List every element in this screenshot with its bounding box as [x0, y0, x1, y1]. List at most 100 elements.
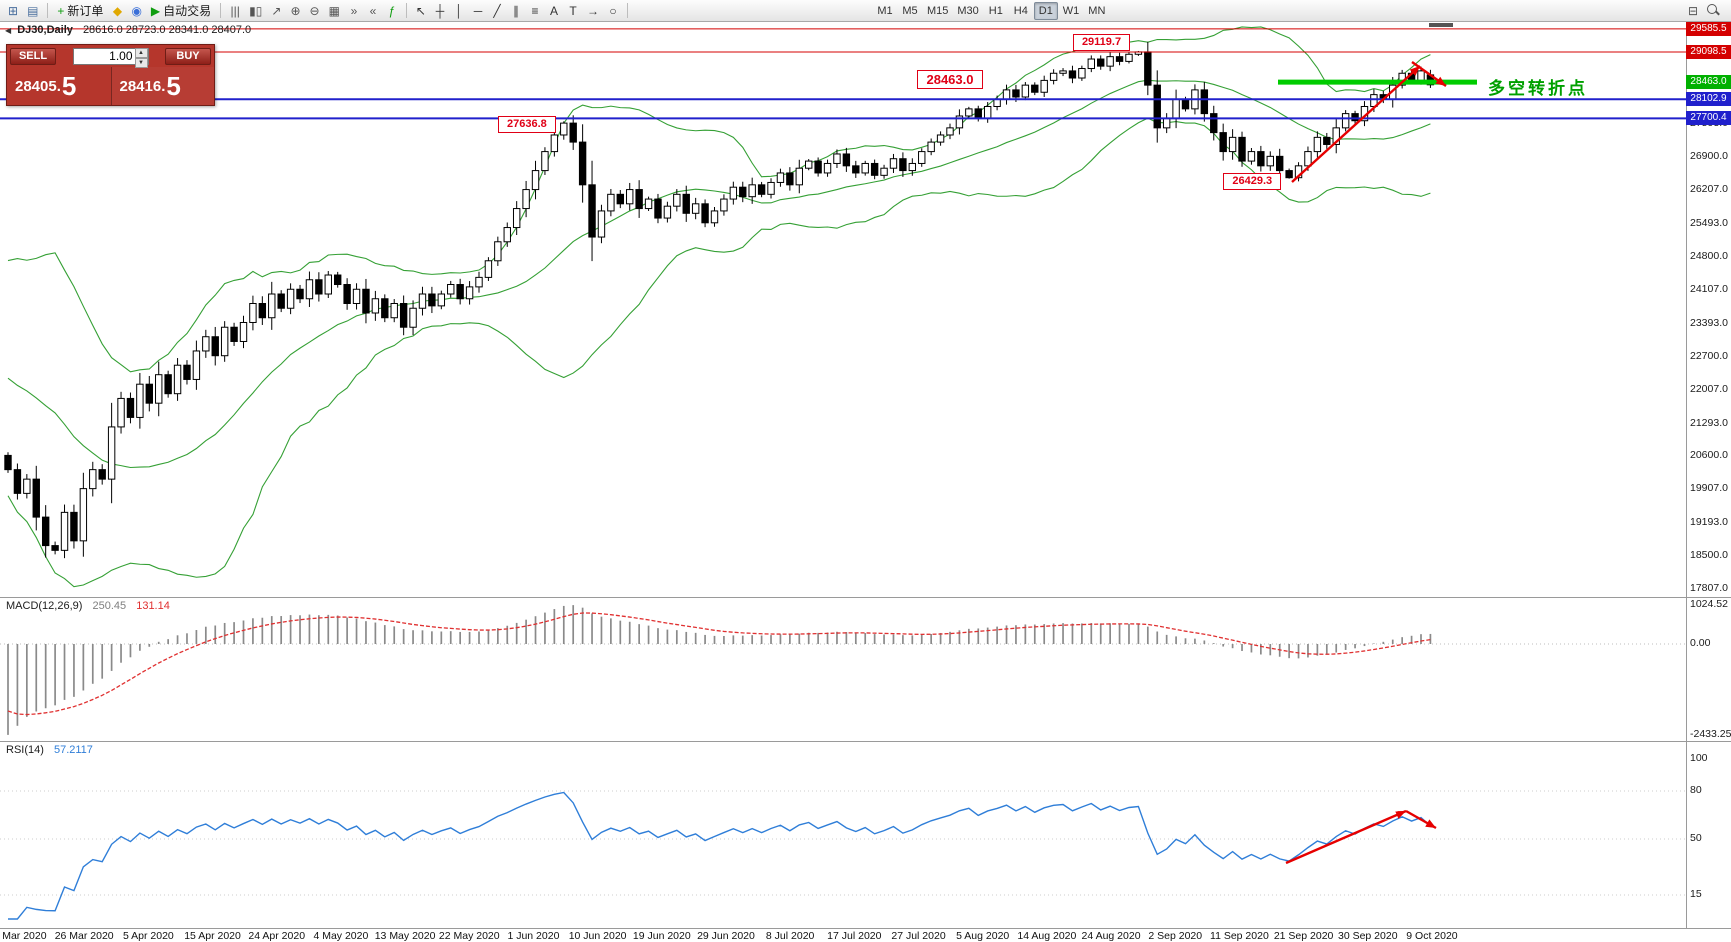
price-axis-label: 26900.0 — [1690, 150, 1728, 163]
zoom-in-icon[interactable]: ⊕ — [286, 2, 304, 20]
chart-shift-icon[interactable]: « — [364, 2, 382, 20]
vertical-line-icon[interactable]: │ — [450, 2, 468, 20]
time-axis: 7 Mar 2020 26 Mar 2020 5 Apr 2020 15 Apr 20… — [0, 928, 1731, 942]
time-axis-label: 15 Apr 2020 — [184, 930, 241, 942]
buy-button[interactable]: BUY — [165, 47, 211, 65]
shapes-icon[interactable]: ○ — [604, 2, 622, 20]
chart-scrollbar-handle[interactable] — [1429, 23, 1453, 27]
macd-header: MACD(12,26,9) 250.45 131.14 — [6, 600, 170, 612]
new-chart-icon: ⊞ — [8, 3, 19, 18]
timeframe-button-m30[interactable]: M30 — [957, 4, 979, 17]
timeframe-button-d1[interactable]: D1 — [1033, 1, 1058, 20]
price-axis-label: 17807.0 — [1690, 581, 1728, 594]
search-icon[interactable] — [1705, 2, 1723, 16]
channel-icon[interactable]: ∥ — [507, 2, 525, 20]
rsi-pane — [0, 741, 1731, 928]
sell-price-button[interactable]: 28405. 5 — [7, 67, 111, 105]
metaeditor-icon[interactable]: ◆ — [108, 2, 126, 20]
price-axis-boxed-label: 27700.4 — [1686, 111, 1731, 126]
bollinger-bands — [7, 26, 1431, 588]
main-toolbar: ⊞ ▤ + 新订单 ◆ ◉ ▶ 自动交易 ||| ▮▯ ↗ ⊕ ⊖ ▦ » « ƒ ↖ ┼ │ ─ ╱ ∥ ≡ A T → ○ M1 M5… — [0, 0, 1731, 22]
crosshair-icon[interactable]: ┼ — [431, 2, 449, 20]
timeframe-button-h1[interactable]: H1 — [988, 4, 1003, 17]
line-chart-icon: ↗ — [271, 3, 282, 18]
indicators-icon[interactable]: ƒ — [383, 2, 401, 20]
chart-shift-icon: « — [369, 3, 377, 18]
timeframe-button-mn[interactable]: MN — [1088, 4, 1106, 17]
macd-axis-label: -2433.25 — [1690, 728, 1731, 740]
zoom-out-icon[interactable]: ⊖ — [306, 2, 324, 20]
rsi-trend-arrow-0 — [1285, 809, 1407, 865]
autotrading-play-icon: ▶ — [150, 3, 161, 18]
rsi-chart[interactable] — [0, 742, 1686, 929]
profiles-icon[interactable]: ▤ — [23, 2, 42, 20]
time-axis-label: 10 Jun 2020 — [568, 930, 627, 942]
price-axis-label: 22007.0 — [1690, 382, 1728, 395]
sell-button[interactable]: SELL — [10, 47, 56, 65]
crosshair-icon: ┼ — [435, 3, 445, 18]
price-axis-divider — [1686, 22, 1687, 928]
timeframe-button-m15[interactable]: M15 — [926, 4, 949, 17]
arrows-tool-icon[interactable]: → — [583, 2, 603, 20]
buy-price-main: 28416. — [119, 77, 166, 95]
price-axis-label: 19193.0 — [1690, 516, 1728, 529]
trade-panel-top-row: SELL ▲ ▼ BUY — [7, 45, 214, 68]
bollinger-lower-band — [7, 117, 1431, 588]
time-axis-label: 4 May 2020 — [313, 930, 369, 942]
data-window-icon[interactable]: ⊟ — [1687, 3, 1698, 18]
rsi-value: 57.2117 — [53, 744, 93, 756]
rsi-axis-label: 15 — [1690, 888, 1702, 900]
text-icon[interactable]: A — [545, 2, 563, 20]
volume-input[interactable] — [72, 47, 149, 65]
macd-chart[interactable] — [0, 598, 1686, 742]
bar-chart-icon: ||| — [230, 3, 240, 18]
candlestick-chart-icon[interactable]: ▮▯ — [245, 2, 266, 20]
volume-spinner-up[interactable]: ▲ — [134, 47, 148, 58]
rsi-label: RSI(14) — [6, 744, 44, 756]
timeframe-button-m5[interactable]: M5 — [902, 4, 918, 17]
time-axis-label: 27 Jul 2020 — [891, 930, 946, 942]
price-trend-arrow-1 — [1411, 61, 1447, 87]
fibonacci-icon[interactable]: ≡ — [526, 2, 544, 20]
metaeditor-icon: ◆ — [112, 3, 123, 18]
vertical-line-icon: │ — [455, 3, 463, 18]
rsi-header: RSI(14) 57.2117 — [6, 744, 93, 756]
label-icon: T — [569, 3, 577, 18]
time-axis-label: 2 Sep 2020 — [1148, 930, 1203, 942]
line-chart-icon[interactable]: ↗ — [267, 2, 285, 20]
tile-windows-icon: ▦ — [328, 3, 340, 18]
trade-panel-price-row: 28405. 5 28416. 5 — [7, 67, 214, 105]
timeframe-button-m1[interactable]: M1 — [877, 4, 893, 17]
tile-windows-icon[interactable]: ▦ — [325, 2, 344, 20]
horizontal-line-icon[interactable]: ─ — [469, 2, 487, 20]
buy-price-button[interactable]: 28416. 5 — [110, 67, 214, 105]
autotrading-button-label: 自动交易 — [163, 4, 212, 18]
candlestick-series — [4, 41, 1435, 559]
indicators-icon: ƒ — [388, 3, 396, 18]
macd-main-value: 250.45 — [92, 600, 127, 612]
market-watch-icon[interactable]: ◉ — [127, 2, 145, 20]
auto-scroll-icon[interactable]: » — [345, 2, 363, 20]
volume-spinner-down[interactable]: ▼ — [134, 57, 148, 68]
timeframe-button-h4[interactable]: H4 — [1013, 4, 1028, 17]
cursor-icon[interactable]: ↖ — [412, 2, 430, 20]
chart-ohlc: 28616.0 28723.0 28341.0 28407.0 — [82, 24, 252, 36]
price-chart[interactable] — [0, 22, 1686, 597]
time-axis-label: 26 Mar 2020 — [54, 930, 114, 942]
time-axis-label: 17 Jul 2020 — [827, 930, 882, 942]
trendline-icon[interactable]: ╱ — [488, 2, 506, 20]
label-icon[interactable]: T — [564, 2, 582, 20]
price-axis-boxed-label: 28463.0 — [1686, 75, 1731, 90]
new-chart-icon[interactable]: ⊞ — [4, 2, 22, 20]
time-axis-label: 7 Mar 2020 — [0, 930, 47, 942]
bar-chart-icon[interactable]: ||| — [226, 2, 244, 20]
price-annotation: 27636.8 — [498, 115, 556, 133]
autotrading-button[interactable]: ▶ 自动交易 — [147, 2, 215, 20]
price-axis-boxed-label: 29098.5 — [1686, 44, 1731, 59]
new-order-button[interactable]: + 新订单 — [53, 2, 107, 20]
time-axis-label: 9 Oct 2020 — [1406, 930, 1458, 942]
text-icon: A — [549, 3, 558, 18]
rsi-trend-arrow-1 — [1405, 809, 1437, 830]
fibonacci-icon: ≡ — [531, 3, 539, 18]
timeframe-button-w1[interactable]: W1 — [1062, 4, 1080, 17]
